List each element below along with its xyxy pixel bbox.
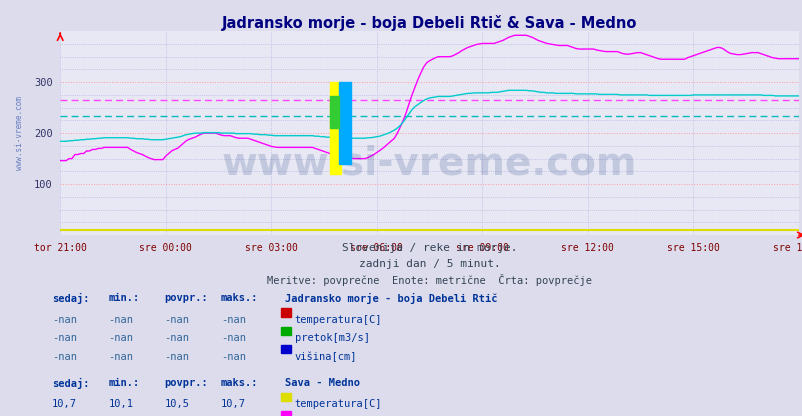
Text: min.:: min.: (108, 293, 140, 303)
Text: Jadransko morje - boja Debeli Rtič: Jadransko morje - boja Debeli Rtič (285, 293, 497, 305)
Text: 10,7: 10,7 (221, 399, 245, 409)
Text: www.si-vreme.com: www.si-vreme.com (15, 96, 24, 170)
Text: -nan: -nan (221, 352, 245, 362)
Text: -nan: -nan (108, 315, 133, 325)
Text: -nan: -nan (52, 352, 77, 362)
Text: www.si-vreme.com: www.si-vreme.com (221, 145, 637, 183)
Text: pretok[m3/s]: pretok[m3/s] (294, 333, 369, 343)
Text: maks.:: maks.: (221, 293, 258, 303)
Text: temperatura[C]: temperatura[C] (294, 399, 382, 409)
Text: povpr.:: povpr.: (164, 378, 208, 388)
Text: -nan: -nan (164, 333, 189, 343)
Text: Slovenija / reke in morje.: Slovenija / reke in morje. (342, 243, 516, 253)
Bar (330, 96, 338, 128)
Text: -nan: -nan (52, 333, 77, 343)
Text: sedaj:: sedaj: (52, 293, 90, 305)
Text: -nan: -nan (221, 333, 245, 343)
Text: Meritve: povprečne  Enote: metrične  Črta: povprečje: Meritve: povprečne Enote: metrične Črta:… (267, 274, 591, 286)
Text: Sava - Medno: Sava - Medno (285, 378, 359, 388)
Text: 10,7: 10,7 (52, 399, 77, 409)
Text: zadnji dan / 5 minut.: zadnji dan / 5 minut. (358, 259, 500, 269)
Text: -nan: -nan (52, 315, 77, 325)
Text: min.:: min.: (108, 378, 140, 388)
Text: -nan: -nan (164, 352, 189, 362)
Text: -nan: -nan (108, 333, 133, 343)
Text: 10,5: 10,5 (164, 399, 189, 409)
Text: sedaj:: sedaj: (52, 378, 90, 389)
Text: -nan: -nan (221, 315, 245, 325)
Text: maks.:: maks.: (221, 378, 258, 388)
Text: povpr.:: povpr.: (164, 293, 208, 303)
Text: višina[cm]: višina[cm] (294, 352, 357, 362)
Text: -nan: -nan (164, 315, 189, 325)
Bar (330, 82, 341, 174)
Bar (338, 82, 350, 163)
Text: Jadransko morje - boja Debeli Rtič & Sava - Medno: Jadransko morje - boja Debeli Rtič & Sav… (221, 15, 637, 30)
Text: -nan: -nan (108, 352, 133, 362)
Text: temperatura[C]: temperatura[C] (294, 315, 382, 325)
Text: 10,1: 10,1 (108, 399, 133, 409)
